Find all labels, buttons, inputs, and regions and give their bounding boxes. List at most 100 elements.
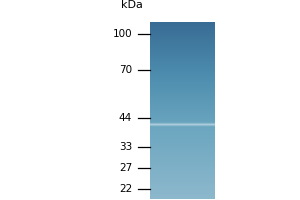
Bar xyxy=(150,66,215,67)
Bar xyxy=(150,30,215,31)
Bar xyxy=(150,167,215,168)
Bar xyxy=(150,134,215,135)
Bar xyxy=(150,40,215,41)
Bar xyxy=(150,113,215,114)
Bar xyxy=(150,45,215,46)
Bar xyxy=(150,111,215,112)
Bar xyxy=(150,102,215,103)
Bar xyxy=(150,197,215,198)
Bar xyxy=(150,180,215,181)
Bar xyxy=(150,125,215,126)
Bar xyxy=(150,170,215,171)
Bar xyxy=(150,22,215,23)
Bar xyxy=(150,146,215,147)
Bar xyxy=(150,176,215,177)
Bar xyxy=(150,115,215,116)
Bar xyxy=(150,93,215,94)
Bar xyxy=(150,26,215,27)
Bar xyxy=(150,180,215,181)
Bar xyxy=(150,86,215,87)
Bar xyxy=(150,75,215,76)
Bar xyxy=(150,175,215,176)
Bar xyxy=(150,124,215,125)
Bar xyxy=(150,92,215,93)
Bar xyxy=(150,26,215,27)
Bar xyxy=(150,80,215,81)
Bar xyxy=(150,44,215,45)
Bar xyxy=(150,76,215,77)
Bar xyxy=(150,37,215,38)
Bar xyxy=(150,100,215,101)
Bar xyxy=(150,126,215,127)
Bar xyxy=(150,47,215,48)
Bar xyxy=(150,172,215,173)
Bar xyxy=(150,191,215,192)
Bar xyxy=(150,121,215,122)
Bar xyxy=(150,72,215,73)
Bar xyxy=(150,132,215,133)
Bar xyxy=(150,49,215,50)
Bar xyxy=(150,67,215,68)
Bar xyxy=(150,52,215,53)
Bar xyxy=(150,105,215,106)
Bar xyxy=(150,172,215,173)
Bar xyxy=(150,108,215,109)
Bar xyxy=(150,153,215,154)
Bar xyxy=(150,41,215,42)
Bar xyxy=(150,81,215,82)
Bar xyxy=(150,195,215,196)
Bar xyxy=(150,130,215,131)
Bar xyxy=(150,133,215,134)
Bar xyxy=(150,149,215,150)
Bar xyxy=(150,87,215,88)
Bar xyxy=(150,174,215,175)
Bar xyxy=(150,123,215,124)
Bar xyxy=(150,58,215,59)
Bar xyxy=(150,105,215,106)
Bar xyxy=(150,173,215,174)
Bar xyxy=(150,129,215,130)
Bar xyxy=(150,164,215,165)
Bar xyxy=(150,116,215,117)
Bar xyxy=(150,157,215,158)
Bar xyxy=(150,74,215,75)
Bar xyxy=(150,160,215,161)
Bar xyxy=(150,143,215,144)
Bar xyxy=(150,120,215,121)
Bar xyxy=(150,138,215,139)
Bar xyxy=(150,168,215,169)
Bar xyxy=(150,126,215,127)
Bar xyxy=(150,141,215,142)
Bar xyxy=(150,75,215,76)
Bar xyxy=(150,153,215,154)
Bar xyxy=(150,147,215,148)
Bar xyxy=(150,83,215,84)
Bar xyxy=(150,29,215,30)
Bar xyxy=(150,127,215,128)
Bar xyxy=(150,110,215,111)
Bar xyxy=(150,59,215,60)
Bar xyxy=(150,142,215,143)
Bar xyxy=(150,158,215,159)
Bar xyxy=(150,166,215,167)
Bar xyxy=(150,97,215,98)
Bar xyxy=(150,41,215,42)
Bar xyxy=(150,33,215,34)
Bar xyxy=(150,194,215,195)
Bar xyxy=(150,127,215,128)
Bar xyxy=(150,36,215,37)
Bar xyxy=(150,28,215,29)
Bar xyxy=(150,33,215,34)
Bar xyxy=(150,59,215,60)
Bar xyxy=(150,93,215,94)
Bar xyxy=(150,118,215,119)
Bar xyxy=(150,127,215,128)
Bar xyxy=(150,73,215,74)
Bar xyxy=(150,121,215,122)
Bar xyxy=(150,42,215,43)
Bar xyxy=(150,182,215,183)
Bar xyxy=(150,103,215,104)
Bar xyxy=(150,22,215,23)
Bar xyxy=(150,181,215,182)
Bar xyxy=(150,116,215,117)
